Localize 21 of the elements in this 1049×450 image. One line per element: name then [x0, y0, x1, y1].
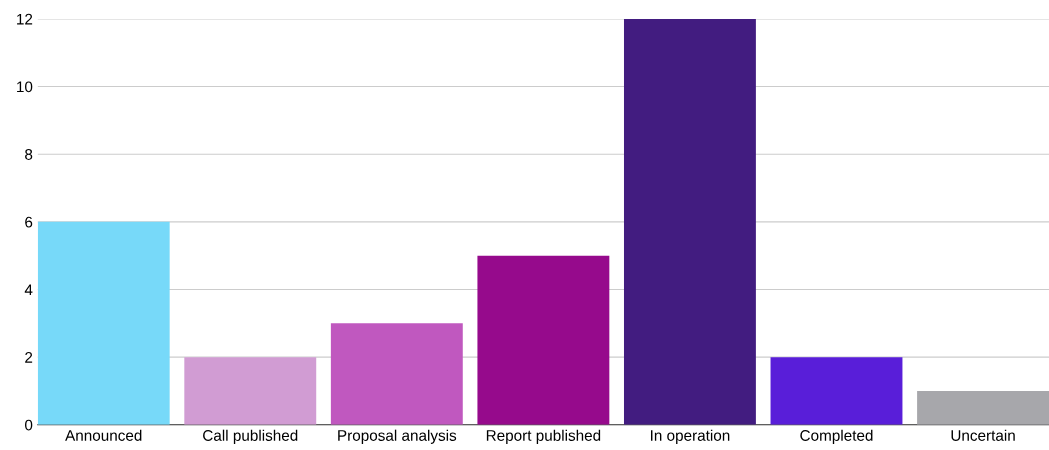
x-tick-label: Completed: [800, 429, 873, 444]
x-tick-label: Call published: [203, 429, 298, 444]
x-tick-label: Report published: [486, 429, 601, 444]
x-tick-label: Announced: [65, 429, 142, 441]
bar: [184, 357, 317, 425]
bar: [37, 221, 170, 425]
y-tick-label: 2: [25, 352, 33, 363]
bar: [623, 18, 756, 425]
y-tick-label: 0: [25, 419, 33, 431]
x-tick-label: Uncertain: [951, 429, 1015, 441]
y-tick-label: 6: [25, 216, 33, 228]
bar: [917, 390, 1049, 425]
bar: [477, 255, 610, 425]
x-tick-label: In operation: [651, 429, 730, 444]
bar: [330, 323, 463, 425]
y-tick-label: 10: [17, 81, 33, 93]
y-tick-label: 12: [17, 13, 33, 25]
y-tick-label: 8: [25, 149, 33, 160]
y-tick-label: 4: [24, 284, 33, 296]
x-tick-label: Proposal analysis: [338, 429, 457, 444]
bar: [770, 357, 903, 425]
